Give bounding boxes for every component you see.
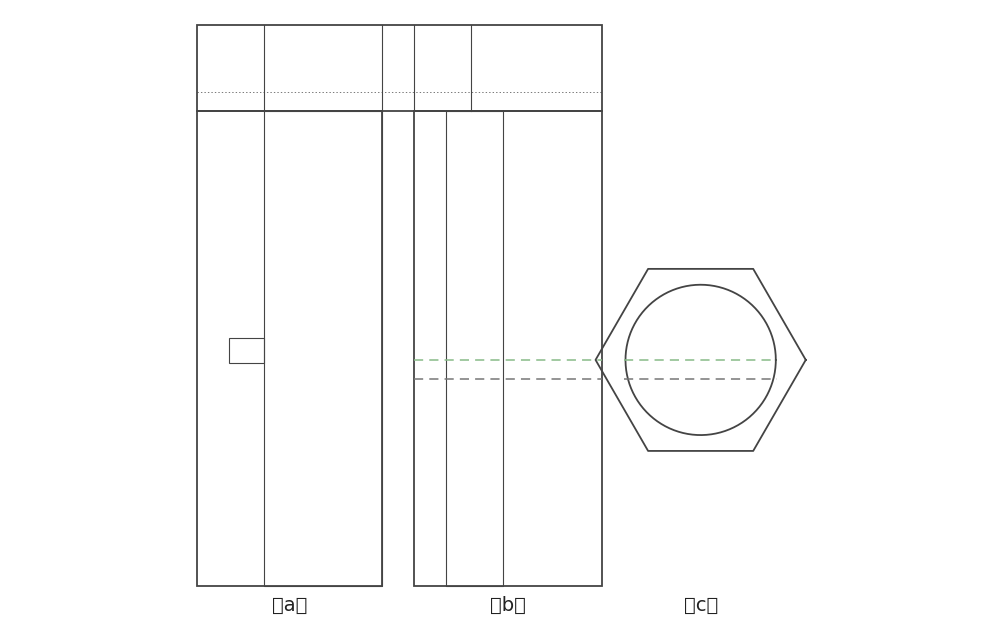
Bar bbox=[264, 111, 382, 586]
Bar bbox=[229, 338, 264, 363]
Text: （c）: （c） bbox=[684, 596, 718, 615]
Bar bbox=[414, 111, 602, 586]
Text: （a）: （a） bbox=[272, 596, 307, 615]
Bar bbox=[197, 111, 382, 586]
Bar bbox=[446, 111, 503, 586]
Text: （b）: （b） bbox=[490, 596, 526, 615]
Bar bbox=[197, 25, 602, 111]
